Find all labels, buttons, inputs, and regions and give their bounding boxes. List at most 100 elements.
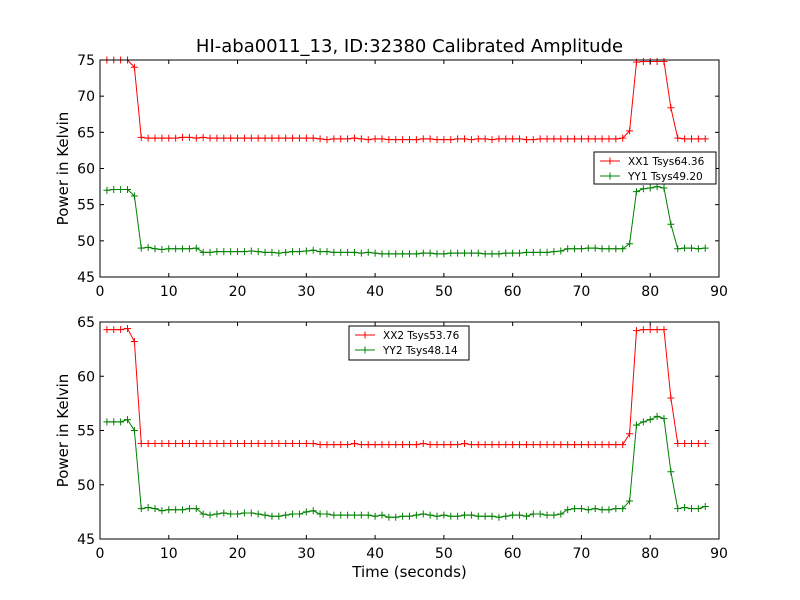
- data-point: [440, 441, 448, 449]
- data-point: [350, 134, 358, 142]
- data-point: [502, 441, 510, 449]
- y-tick-label: 50: [77, 234, 95, 250]
- data-point: [172, 440, 180, 448]
- data-point: [378, 250, 386, 258]
- data-point: [522, 248, 530, 256]
- y-tick-label: 65: [77, 315, 95, 331]
- data-point: [612, 441, 620, 449]
- data-point: [447, 136, 455, 144]
- data-point: [447, 512, 455, 520]
- data-point: [454, 249, 462, 257]
- data-point: [687, 244, 695, 252]
- data-point: [399, 136, 407, 144]
- data-point: [220, 134, 228, 142]
- data-point: [165, 440, 173, 448]
- data-point: [509, 135, 517, 143]
- data-point: [254, 134, 262, 142]
- data-point: [165, 134, 173, 142]
- data-point: [681, 440, 689, 448]
- data-point: [495, 135, 503, 143]
- data-point: [371, 249, 379, 257]
- data-point: [261, 134, 269, 142]
- data-point: [412, 250, 420, 258]
- data-point: [419, 510, 427, 518]
- data-point: [117, 185, 125, 193]
- data-point: [309, 246, 317, 254]
- y-axis-label: Power in Kelvin: [54, 374, 72, 488]
- data-point: [192, 505, 200, 513]
- data-point: [254, 510, 262, 518]
- data-point: [364, 248, 372, 256]
- data-point: [399, 250, 407, 258]
- data-point: [110, 326, 118, 334]
- data-point: [234, 248, 242, 256]
- data-point: [357, 511, 365, 519]
- data-point: [577, 245, 585, 253]
- data-point: [295, 440, 303, 448]
- data-point: [447, 249, 455, 257]
- data-point: [619, 245, 627, 253]
- data-point: [584, 135, 592, 143]
- data-point: [591, 441, 599, 449]
- data-point: [103, 326, 111, 334]
- data-point: [687, 440, 695, 448]
- data-point: [158, 134, 166, 142]
- x-tick-label: 40: [366, 546, 384, 562]
- data-point: [282, 440, 290, 448]
- data-point: [584, 506, 592, 514]
- data-point: [385, 441, 393, 449]
- data-point: [632, 188, 640, 196]
- data-point: [577, 441, 585, 449]
- data-point: [543, 248, 551, 256]
- data-point: [254, 248, 262, 256]
- data-point: [426, 249, 434, 257]
- data-point: [536, 248, 544, 256]
- data-point: [179, 440, 187, 448]
- data-point: [529, 248, 537, 256]
- data-point: [158, 507, 166, 515]
- data-point: [543, 135, 551, 143]
- data-point: [419, 440, 427, 448]
- data-point: [550, 135, 558, 143]
- data-point: [185, 505, 193, 513]
- data-point: [199, 440, 207, 448]
- data-point: [605, 245, 613, 253]
- data-point: [234, 440, 242, 448]
- x-tick-label: 10: [160, 546, 178, 562]
- data-point: [467, 511, 475, 519]
- data-point: [240, 134, 248, 142]
- data-point: [268, 248, 276, 256]
- data-point: [323, 441, 331, 449]
- data-point: [440, 250, 448, 258]
- data-point: [619, 134, 627, 142]
- data-point: [632, 327, 640, 335]
- data-point: [694, 135, 702, 143]
- data-point: [282, 248, 290, 256]
- chart-title: HI-aba0011_13, ID:32380 Calibrated Ampli…: [196, 36, 623, 57]
- data-point: [268, 134, 276, 142]
- data-point: [151, 245, 159, 253]
- legend-label: YY1 Tsys49.20: [627, 171, 703, 183]
- data-point: [687, 135, 695, 143]
- data-point: [412, 511, 420, 519]
- data-point: [316, 248, 324, 256]
- data-point: [364, 511, 372, 519]
- data-point: [687, 505, 695, 513]
- data-point: [571, 441, 579, 449]
- data-point: [199, 510, 207, 518]
- data-point: [488, 136, 496, 144]
- data-point: [681, 504, 689, 512]
- data-point: [213, 510, 221, 518]
- y-tick-label: 60: [77, 162, 95, 178]
- x-tick-label: 30: [297, 284, 315, 300]
- data-point: [220, 509, 228, 517]
- data-point: [646, 416, 654, 424]
- data-point: [481, 441, 489, 449]
- data-point: [646, 326, 654, 334]
- data-point: [426, 441, 434, 449]
- data-point: [130, 192, 138, 200]
- data-point: [481, 135, 489, 143]
- data-point: [474, 512, 482, 520]
- data-point: [289, 134, 297, 142]
